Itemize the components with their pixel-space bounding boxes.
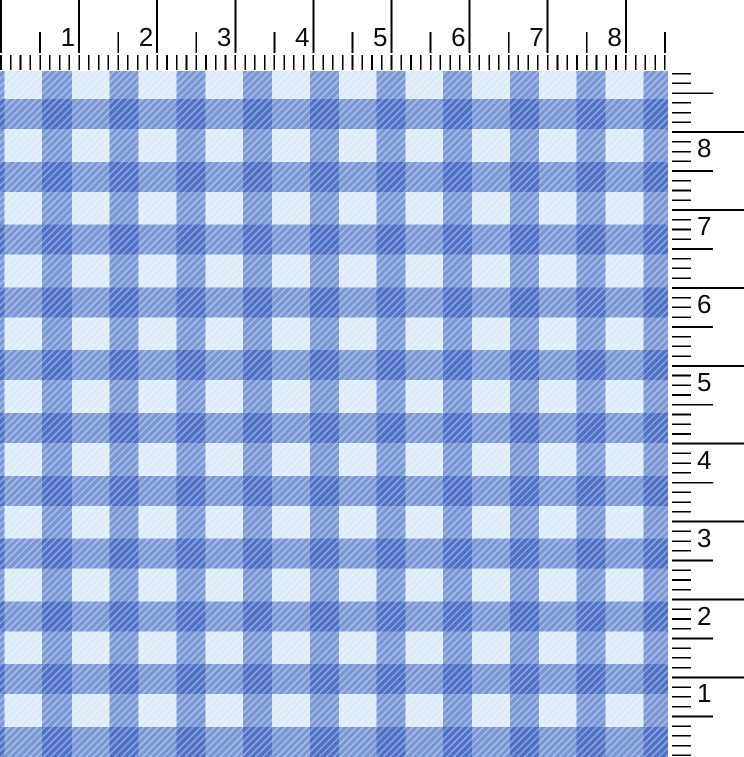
top-ruler-number-2: 2: [138, 22, 154, 52]
gingham-fabric-swatch: [0, 71, 668, 757]
right-ruler-number-2: 2: [697, 600, 712, 631]
top-ruler-ticks: [0, 0, 666, 70]
right-ruler-number-7: 7: [697, 211, 712, 241]
right-ruler-ticks: [672, 72, 744, 757]
right-eighth-ticks: [672, 72, 691, 757]
right-ruler-number-5: 5: [697, 366, 712, 397]
top-half-ticks: [39, 32, 666, 53]
right-ruler-number-8: 8: [697, 133, 712, 164]
right-ruler: 8 7 6 5 4 3 2 1: [668, 71, 744, 757]
top-ruler-number-6: 6: [451, 22, 466, 52]
top-ruler-number-1: 1: [60, 22, 76, 52]
right-ruler-number-3: 3: [697, 522, 712, 553]
top-eighth-ticks: [0, 55, 666, 70]
top-ruler-number-7: 7: [529, 22, 544, 52]
right-ruler-number-6: 6: [697, 288, 712, 319]
top-ruler: 1 2 3 4 5 6 7 8: [0, 0, 744, 71]
right-ruler-number-1: 1: [697, 678, 712, 709]
top-ruler-number-3: 3: [216, 22, 232, 52]
right-ruler-number-4: 4: [697, 444, 712, 475]
top-ruler-number-5: 5: [373, 22, 388, 52]
top-inch-ticks: [0, 0, 627, 53]
top-ruler-number-8: 8: [607, 22, 622, 52]
top-ruler-number-4: 4: [294, 22, 310, 52]
